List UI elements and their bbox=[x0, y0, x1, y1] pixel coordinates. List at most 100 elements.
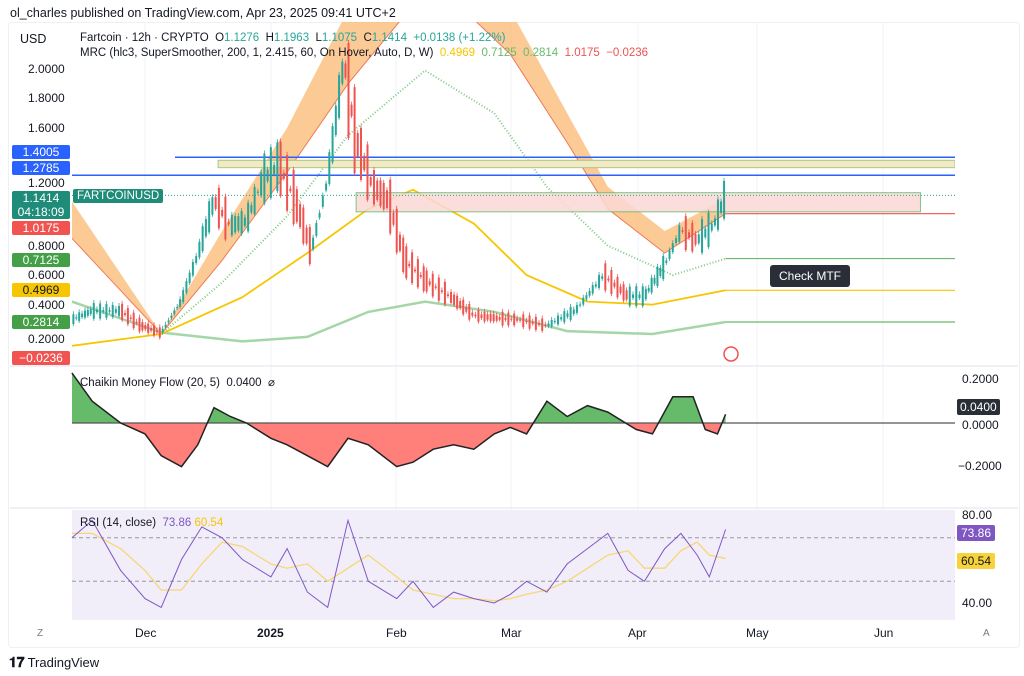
candle bbox=[315, 223, 318, 236]
mrc-upper-band bbox=[72, 22, 726, 334]
candle bbox=[72, 314, 75, 325]
auto-scale-button[interactable]: A bbox=[983, 628, 990, 639]
candle bbox=[428, 281, 431, 285]
candle bbox=[434, 286, 437, 288]
candle bbox=[516, 318, 519, 321]
candle bbox=[214, 197, 217, 209]
mrc-inner-line bbox=[72, 22, 726, 335]
candle bbox=[647, 287, 650, 292]
mrc-mean-line bbox=[72, 188, 726, 347]
candle bbox=[341, 61, 344, 84]
time-tick: Feb bbox=[386, 626, 407, 640]
check-mtf-note[interactable]: Check MTF bbox=[770, 265, 851, 287]
mrc-legend[interactable]: MRC (hlc3, SuperSmoother, 200, 1, 2.415,… bbox=[80, 47, 648, 59]
candle bbox=[144, 325, 147, 330]
candle bbox=[607, 278, 610, 281]
candle bbox=[204, 219, 207, 237]
candle bbox=[392, 212, 395, 225]
candle bbox=[594, 284, 597, 287]
visibility-icon[interactable]: ⌀ bbox=[267, 377, 275, 389]
low-label: L bbox=[315, 32, 322, 44]
candle bbox=[665, 260, 668, 264]
candle bbox=[217, 187, 220, 229]
candle bbox=[678, 225, 681, 242]
candle bbox=[158, 327, 161, 338]
zoom-button[interactable]: Z bbox=[37, 628, 44, 639]
candle bbox=[338, 75, 341, 118]
candle bbox=[201, 226, 204, 252]
candle bbox=[243, 217, 246, 226]
open-label: O bbox=[215, 32, 225, 44]
candle bbox=[480, 314, 483, 319]
candle bbox=[522, 314, 525, 328]
candle bbox=[118, 306, 121, 316]
rsi-legend[interactable]: RSI (14, close) 73.86 60.54 bbox=[80, 517, 223, 529]
candle bbox=[170, 315, 173, 318]
mrc-badge: −0.0236 bbox=[12, 351, 70, 365]
candle bbox=[675, 238, 678, 244]
candle bbox=[656, 266, 659, 286]
candle bbox=[356, 133, 359, 157]
change-value: +0.0138 (+1.22%) bbox=[413, 32, 506, 44]
candle bbox=[556, 315, 559, 325]
candle bbox=[625, 290, 628, 300]
mrc-badge: 0.4969 bbox=[12, 283, 70, 297]
rsi-legend-ma: 60.54 bbox=[194, 517, 224, 529]
candle bbox=[650, 277, 653, 293]
symbol-title[interactable]: Fartcoin · 12h · CRYPTO bbox=[80, 32, 209, 44]
candle bbox=[135, 321, 138, 324]
cmf-legend[interactable]: Chaikin Money Flow (20, 5) 0.0400 ⌀ bbox=[80, 375, 275, 389]
candle bbox=[710, 223, 713, 231]
supply-zone bbox=[217, 159, 955, 169]
rsi-tick: 80.00 bbox=[962, 508, 993, 522]
candle bbox=[276, 142, 279, 192]
mrc-value: 0.7125 bbox=[481, 47, 517, 59]
candle bbox=[701, 218, 704, 253]
candle bbox=[422, 266, 425, 292]
candle bbox=[723, 180, 726, 219]
price-tick: 0.8000 bbox=[28, 239, 65, 253]
candle bbox=[644, 288, 647, 300]
candle bbox=[716, 199, 719, 230]
candle bbox=[632, 294, 635, 298]
candle bbox=[413, 269, 416, 272]
currency-label[interactable]: USD bbox=[20, 32, 47, 46]
candle bbox=[369, 177, 372, 186]
candle bbox=[601, 276, 604, 279]
candle bbox=[305, 227, 308, 244]
candle bbox=[138, 317, 141, 332]
candle bbox=[419, 274, 422, 277]
candle bbox=[519, 319, 522, 321]
candle bbox=[462, 299, 465, 315]
candle bbox=[105, 304, 108, 318]
mrc-badge: 0.2814 bbox=[12, 315, 70, 329]
candle bbox=[510, 318, 513, 320]
candle bbox=[398, 234, 401, 251]
price-tick: 1.6000 bbox=[28, 121, 65, 135]
resistance-zone bbox=[355, 192, 921, 213]
candle bbox=[492, 314, 495, 322]
tradingview-logo[interactable]: 𝟏𝟕 TradingView bbox=[9, 654, 99, 671]
candle bbox=[208, 201, 211, 233]
candle bbox=[353, 87, 356, 174]
candle bbox=[147, 323, 150, 333]
candle bbox=[619, 286, 622, 294]
cmf-tick: −0.2000 bbox=[958, 459, 1002, 473]
candle bbox=[489, 313, 492, 322]
candle bbox=[376, 180, 379, 200]
cmf-line bbox=[71, 372, 727, 468]
candle bbox=[688, 232, 691, 239]
candle bbox=[81, 313, 84, 318]
price-tick: 0.2000 bbox=[28, 332, 65, 346]
candle bbox=[507, 312, 510, 326]
candle bbox=[588, 290, 591, 296]
close-value: 1.1414 bbox=[371, 32, 407, 44]
mrc-value: 1.0175 bbox=[564, 47, 600, 59]
candle bbox=[308, 227, 311, 265]
candle bbox=[321, 195, 324, 207]
publisher-line: ol_charles published on TradingView.com,… bbox=[10, 6, 396, 20]
candle bbox=[227, 221, 230, 225]
candle bbox=[638, 294, 641, 299]
tv-logo-icon: 𝟏𝟕 bbox=[9, 654, 25, 670]
